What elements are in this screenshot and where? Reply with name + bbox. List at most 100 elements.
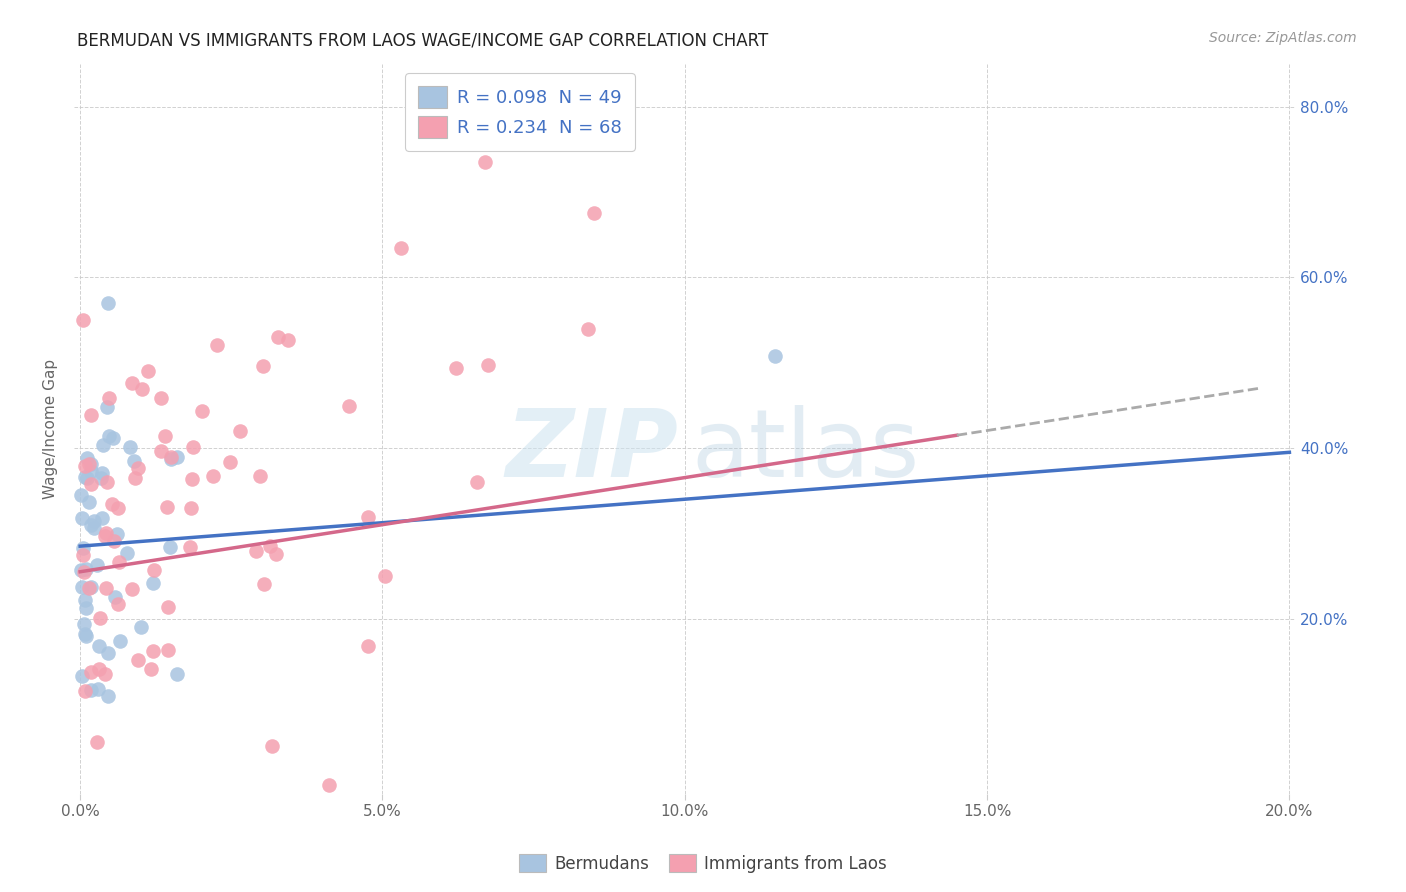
Point (72, 541, 94, 555)
Point (277, 333, 299, 347)
Point (143, 563, 166, 577)
Point (91, 466, 114, 480)
Point (357, 640, 380, 654)
Point (70, 669, 93, 683)
Point (72, 549, 94, 563)
Point (77, 495, 100, 509)
Point (98, 391, 121, 405)
Point (127, 652, 149, 666)
Point (124, 471, 146, 485)
Point (260, 739, 283, 754)
Point (267, 329, 290, 343)
Point (205, 338, 228, 352)
Point (142, 643, 165, 657)
Point (252, 359, 274, 373)
Point (73, 458, 96, 473)
Y-axis label: Wage/Income Gap: Wage/Income Gap (44, 359, 58, 499)
Point (70, 563, 93, 577)
Point (87, 639, 110, 653)
Point (179, 540, 201, 554)
Text: ZIP: ZIP (506, 405, 679, 497)
Point (249, 468, 271, 483)
Point (107, 598, 129, 612)
Point (264, 547, 287, 561)
Point (166, 450, 188, 465)
Point (91, 511, 114, 525)
Point (120, 440, 142, 454)
Point (75, 629, 97, 643)
Point (138, 364, 160, 378)
Point (121, 376, 143, 390)
Point (96, 475, 118, 490)
Point (72, 565, 94, 579)
Point (150, 391, 173, 405)
Point (73, 626, 96, 640)
Point (80, 457, 103, 471)
Legend: Bermudans, Immigrants from Laos: Bermudans, Immigrants from Laos (513, 847, 893, 880)
Point (121, 582, 143, 597)
Point (76, 450, 98, 465)
Point (103, 534, 125, 549)
Point (181, 440, 204, 454)
Point (127, 460, 149, 475)
Point (122, 454, 145, 468)
Point (337, 399, 360, 413)
Point (156, 500, 179, 514)
Point (474, 155, 496, 169)
Point (87, 662, 110, 676)
Point (157, 599, 180, 614)
Point (76, 471, 98, 485)
Point (80, 477, 103, 491)
Point (70, 580, 93, 594)
Point (86, 735, 108, 749)
Point (83, 514, 105, 528)
Point (101, 497, 124, 511)
Point (107, 500, 129, 515)
Point (91, 437, 114, 451)
Point (765, 349, 787, 363)
Point (245, 544, 267, 558)
Point (90, 471, 112, 485)
Point (97, 296, 120, 310)
Point (94, 581, 117, 595)
Point (83, 521, 105, 535)
Point (583, 206, 606, 220)
Point (105, 526, 128, 541)
Point (73, 616, 96, 631)
Point (131, 382, 153, 396)
Point (79, 581, 101, 595)
Point (166, 667, 188, 681)
Point (94, 529, 117, 543)
Point (180, 500, 202, 515)
Point (75, 600, 97, 615)
Point (142, 576, 165, 591)
Point (86, 681, 108, 696)
Point (150, 443, 173, 458)
Point (72, 313, 94, 327)
Point (75, 469, 97, 483)
Point (444, 361, 467, 376)
Point (139, 662, 162, 676)
Point (86, 558, 108, 572)
Point (89, 611, 111, 625)
Point (97, 429, 120, 443)
Point (153, 428, 176, 442)
Point (77, 582, 100, 596)
Point (80, 408, 103, 422)
Point (202, 468, 225, 483)
Point (77, 457, 100, 471)
Point (160, 451, 183, 466)
Point (477, 358, 499, 372)
Point (129, 620, 152, 634)
Point (159, 540, 181, 554)
Point (75, 593, 97, 607)
Point (259, 540, 281, 554)
Legend: R = 0.098  N = 49, R = 0.234  N = 68: R = 0.098 N = 49, R = 0.234 N = 68 (405, 73, 634, 151)
Point (357, 510, 380, 524)
Point (576, 321, 599, 335)
Point (115, 546, 138, 560)
Point (80, 665, 103, 679)
Point (253, 577, 276, 591)
Point (107, 555, 129, 569)
Point (80, 683, 103, 698)
